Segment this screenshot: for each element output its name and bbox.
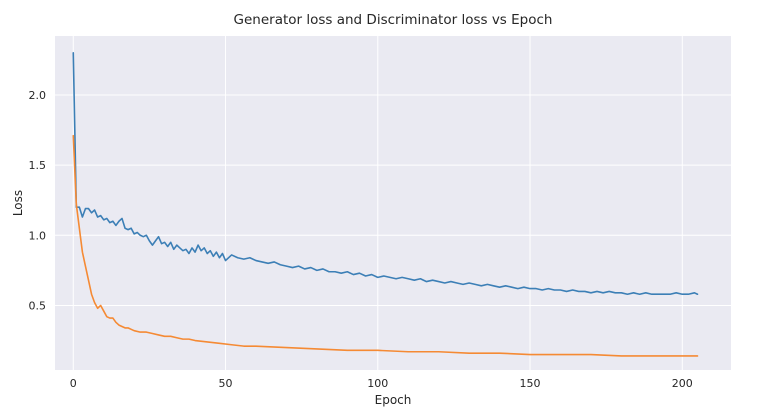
x-tick-label: 0 [70,377,77,390]
x-tick-label: 200 [672,377,693,390]
x-tick-label: 100 [367,377,388,390]
series-line-2 [72,134,699,357]
grid-lines [55,36,731,370]
y-axis-ticks: 0.5 1.0 1.5 2.0 [29,89,47,313]
chart-title: Generator loss and Discriminator loss vs… [234,12,553,28]
plot-area [55,36,731,370]
x-axis-label: Epoch [375,393,412,407]
x-tick-label: 50 [219,377,233,390]
y-tick-label: 2.0 [29,89,47,102]
x-tick-label: 150 [520,377,541,390]
series-line-1 [72,52,699,296]
series-lines [72,52,699,357]
y-tick-label: 0.5 [29,299,47,312]
y-tick-label: 1.5 [29,159,47,172]
y-axis-label: Loss [11,190,25,216]
x-axis-ticks: 0 50 100 150 200 [70,377,693,390]
y-tick-label: 1.0 [29,229,47,242]
